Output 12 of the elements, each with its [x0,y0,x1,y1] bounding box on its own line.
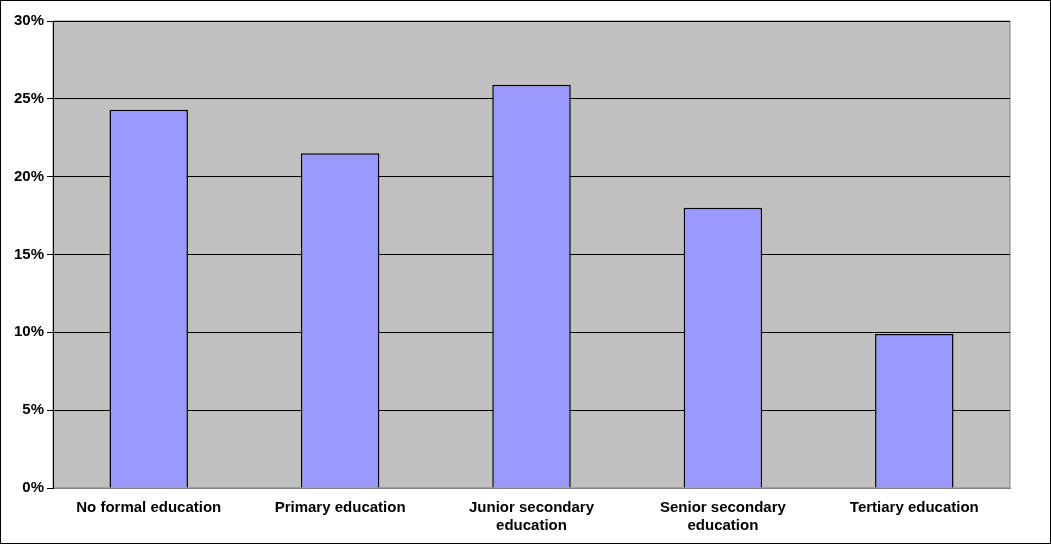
x-tick-label: Tertiary education [849,498,979,516]
x-tick-label: Senior secondary education [659,498,787,534]
y-tick-label: 15% [13,244,45,262]
y-tick-label: 20% [13,166,45,184]
y-tick-label: 25% [13,88,45,106]
x-tick-label: Primary education [274,498,406,516]
y-tick-label: 10% [13,322,45,340]
y-tick-label: 30% [13,11,45,29]
y-tick-label: 0% [22,478,45,496]
x-tick-label: Junior secondary education [468,498,595,534]
x-tick-label: No formal education [76,498,222,516]
y-tick-label: 5% [22,400,45,418]
